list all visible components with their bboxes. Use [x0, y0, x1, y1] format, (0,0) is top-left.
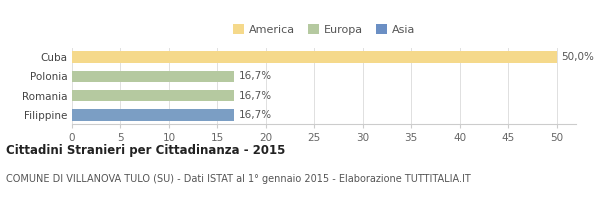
Bar — [72, 90, 234, 101]
Text: 16,7%: 16,7% — [239, 71, 272, 81]
Bar — [72, 71, 234, 82]
Text: Cittadini Stranieri per Cittadinanza - 2015: Cittadini Stranieri per Cittadinanza - 2… — [6, 144, 286, 157]
Text: COMUNE DI VILLANOVA TULO (SU) - Dati ISTAT al 1° gennaio 2015 - Elaborazione TUT: COMUNE DI VILLANOVA TULO (SU) - Dati IST… — [6, 174, 471, 184]
Text: 16,7%: 16,7% — [239, 110, 272, 120]
Legend: America, Europa, Asia: America, Europa, Asia — [229, 19, 419, 39]
Bar — [72, 109, 234, 121]
Bar — [72, 51, 557, 63]
Text: 16,7%: 16,7% — [239, 91, 272, 101]
Text: 50,0%: 50,0% — [562, 52, 595, 62]
